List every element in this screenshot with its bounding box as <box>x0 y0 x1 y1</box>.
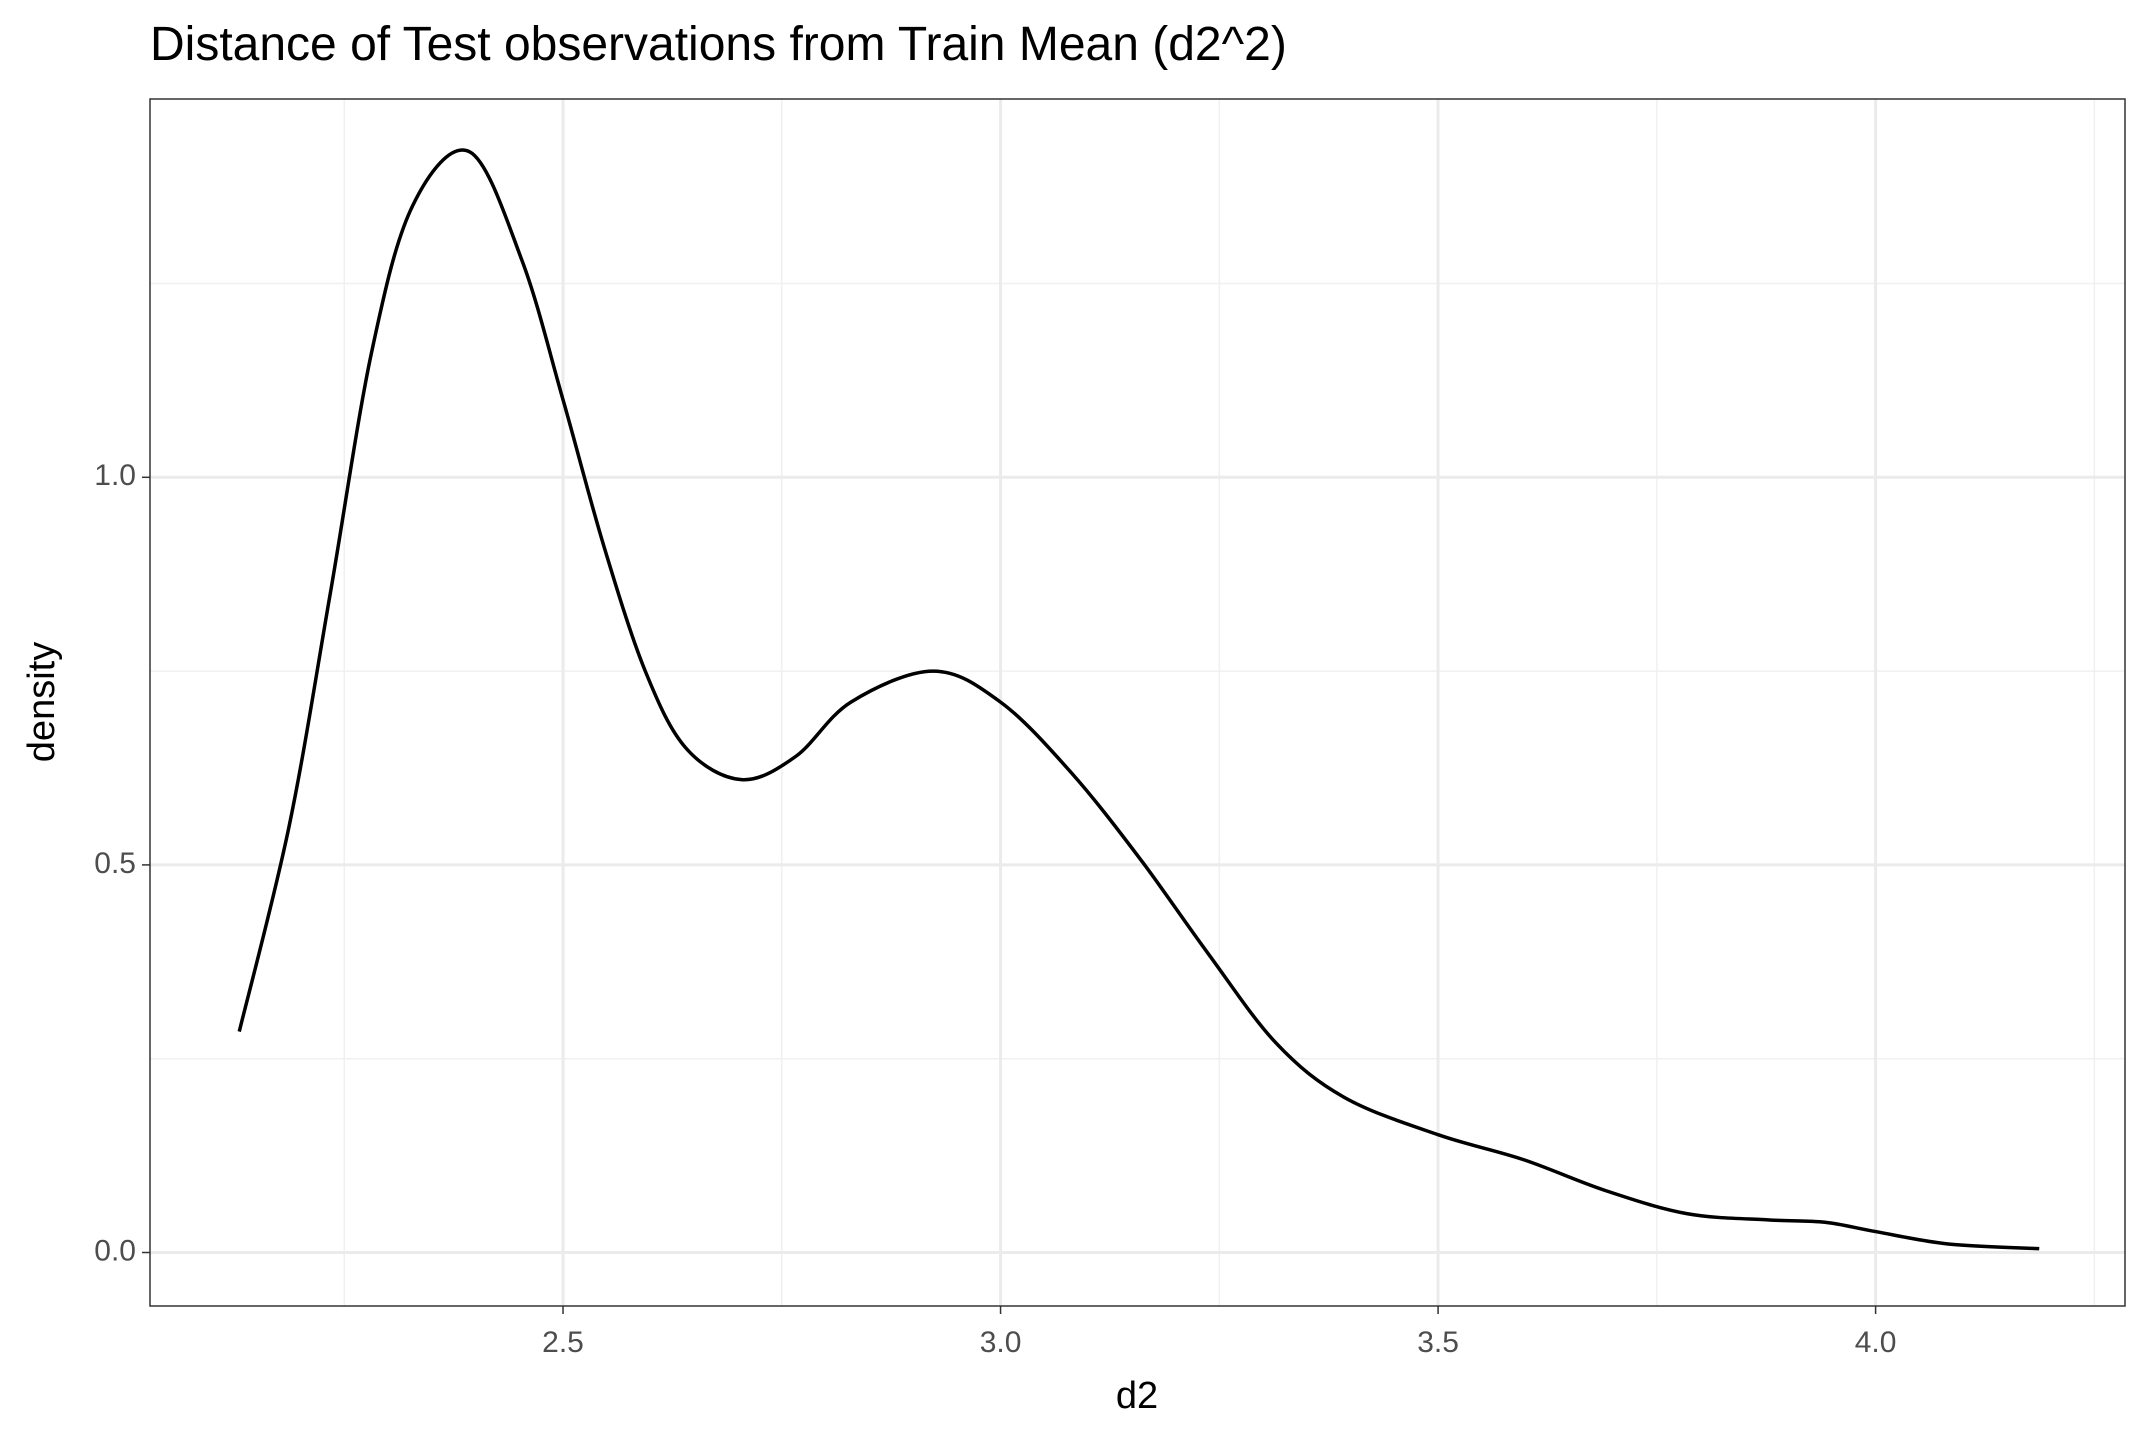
x-tick-label: 4.0 <box>1855 1326 1897 1359</box>
chart-title: Distance of Test observations from Train… <box>150 18 1287 71</box>
y-tick-label: 0.0 <box>94 1234 136 1267</box>
y-axis-title: density <box>21 642 63 762</box>
x-axis-title: d2 <box>1116 1375 1158 1417</box>
panel-border <box>149 98 2126 1307</box>
y-tick-label: 1.0 <box>94 459 136 492</box>
x-tick-label: 3.5 <box>1417 1326 1459 1359</box>
x-tick-label: 3.0 <box>980 1326 1022 1359</box>
y-tick-label: 0.5 <box>94 847 136 880</box>
x-tick-label: 2.5 <box>542 1326 584 1359</box>
density-line <box>237 148 2040 1251</box>
